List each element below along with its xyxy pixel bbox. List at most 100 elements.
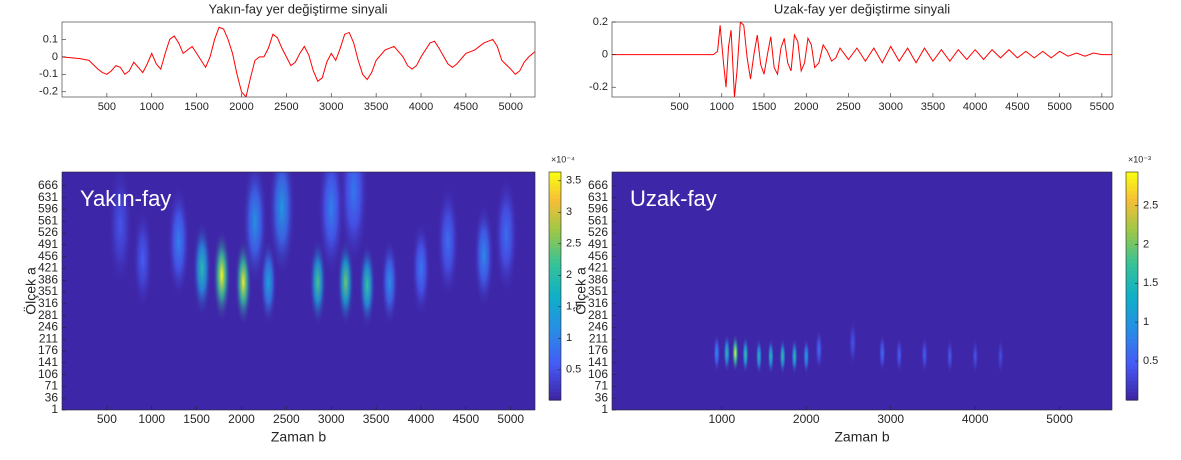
colorbar-frame xyxy=(548,171,562,401)
y-tick-label: 316 xyxy=(38,296,58,310)
colorbar-segment xyxy=(1126,346,1138,352)
x-tick-label: 3000 xyxy=(877,412,904,426)
colorbar-segment xyxy=(549,191,561,196)
colorbar-segment xyxy=(549,210,561,215)
heatmap-peak xyxy=(309,237,327,328)
y-tick-label: 1 xyxy=(51,402,58,416)
x-tick-label: 1500 xyxy=(183,412,210,426)
colorbar-segment xyxy=(1126,335,1138,340)
colorbar-segment xyxy=(1126,198,1138,203)
x-tick-label: 3500 xyxy=(921,101,945,113)
colorbar-segment xyxy=(1126,210,1138,215)
x-tick-label: 1000 xyxy=(708,412,735,426)
colorbar-segment xyxy=(549,365,561,371)
colorbar-segment xyxy=(549,324,561,329)
colorbar-segment xyxy=(1126,354,1138,359)
heatmap-peak xyxy=(713,332,721,374)
y-tick-label: 71 xyxy=(595,379,609,393)
heatmap-peak xyxy=(971,337,979,376)
colorbar-segment xyxy=(1126,240,1138,245)
heatmap-peak xyxy=(167,182,190,301)
y-tick-label: 281 xyxy=(588,308,608,322)
colorbar-segment xyxy=(1126,308,1138,314)
colorbar-multiplier: ×10⁻³ xyxy=(1128,154,1151,164)
colorbar-tick-label: 2.5 xyxy=(566,238,581,250)
colorbar-segment xyxy=(1126,362,1138,367)
colorbar-segment xyxy=(1126,327,1138,333)
colorbar-segment xyxy=(1126,244,1138,249)
y-axis-label: Ölçek a xyxy=(572,267,589,315)
colorbar-tick-label: 3 xyxy=(566,206,572,218)
colorbar-segment xyxy=(1126,270,1138,276)
heatmap-peak xyxy=(946,337,954,376)
colorbar-tick-label: 1 xyxy=(566,332,572,344)
x-axis-label: Zaman b xyxy=(271,429,326,445)
heatmap-peak xyxy=(755,337,763,376)
x-tick-label: 4000 xyxy=(963,101,987,113)
y-tick-label: 106 xyxy=(588,367,608,381)
colorbar-segment xyxy=(549,187,561,192)
colorbar-segment xyxy=(1126,202,1138,207)
y-tick-label: 141 xyxy=(588,355,608,369)
colorbar-segment xyxy=(549,381,561,386)
chart: Yakın-fay Zaman b Ölçek a 0.5 1 1.5 2 2.5 3 3.5 ×1… xyxy=(22,154,582,445)
colorbar-segment xyxy=(1126,305,1138,310)
colorbar-segment xyxy=(1126,278,1138,283)
y-tick-label: 211 xyxy=(589,331,608,345)
y-tick-label: 176 xyxy=(38,343,58,357)
y-tick-label: 561 xyxy=(588,213,608,227)
y-tick-label: 351 xyxy=(38,284,58,298)
x-tick-label: 1500 xyxy=(184,101,208,113)
colorbar-segment xyxy=(549,179,561,184)
colorbar-segment xyxy=(1126,312,1138,317)
heatmap-peak xyxy=(268,172,296,279)
plot-frame xyxy=(611,21,1113,98)
x-tick-label: 4000 xyxy=(409,101,433,113)
annotation: Yakın-fay xyxy=(80,186,171,211)
colorbar-segment xyxy=(1126,274,1138,279)
x-tick-label: 4500 xyxy=(453,412,480,426)
colorbar-multiplier: ×10⁻⁴ xyxy=(551,154,575,164)
heatmap-peak xyxy=(192,219,212,319)
y-tick-label: 0 xyxy=(52,51,58,63)
colorbar-segment xyxy=(549,217,561,222)
colorbar-tick-label: 2 xyxy=(1143,238,1149,250)
heatmap-peak xyxy=(815,328,823,371)
y-tick-label: 351 xyxy=(588,284,608,298)
colorbar-segment xyxy=(1126,392,1138,397)
y-tick-label: 0 xyxy=(602,49,608,61)
x-tick-label: 2500 xyxy=(836,101,860,113)
heatmap xyxy=(108,172,518,330)
y-tick-label: 456 xyxy=(38,249,58,263)
x-tick-label: 500 xyxy=(670,101,688,113)
y-tick-label: -0.1 xyxy=(39,68,58,80)
y-tick-label: 0.2 xyxy=(593,16,608,28)
heatmap-peak xyxy=(848,319,857,367)
heatmap-peak xyxy=(741,335,749,375)
chart-title: Uzak-fay yer değiştirme sinyali xyxy=(774,1,950,16)
x-tick-label: 3000 xyxy=(319,101,343,113)
heatmap-peak xyxy=(791,337,798,376)
y-tick-label: 316 xyxy=(588,296,608,310)
colorbar-segment xyxy=(549,301,561,306)
colorbar-segment xyxy=(549,289,561,295)
colorbar-segment xyxy=(1126,232,1138,238)
y-tick-label: 526 xyxy=(588,225,608,239)
colorbar-segment xyxy=(1126,396,1138,401)
colorbar-segment xyxy=(549,346,561,352)
y-tick-label: 0.1 xyxy=(43,33,58,45)
y-tick-label: 36 xyxy=(595,390,609,404)
colorbar-segment xyxy=(1126,206,1138,211)
colorbar-segment xyxy=(1126,183,1138,188)
colorbar-segment xyxy=(549,232,561,238)
y-tick-label: 176 xyxy=(588,343,608,357)
y-tick-label: 631 xyxy=(588,190,608,204)
signal-line xyxy=(612,22,1112,97)
heatmap-peak xyxy=(878,332,886,374)
x-tick-label: 2000 xyxy=(793,412,820,426)
y-tick-label: -0.2 xyxy=(39,86,58,98)
x-tick-label: 5500 xyxy=(1090,101,1114,113)
heatmap-peak xyxy=(473,200,495,310)
colorbar-segment xyxy=(1126,255,1138,260)
